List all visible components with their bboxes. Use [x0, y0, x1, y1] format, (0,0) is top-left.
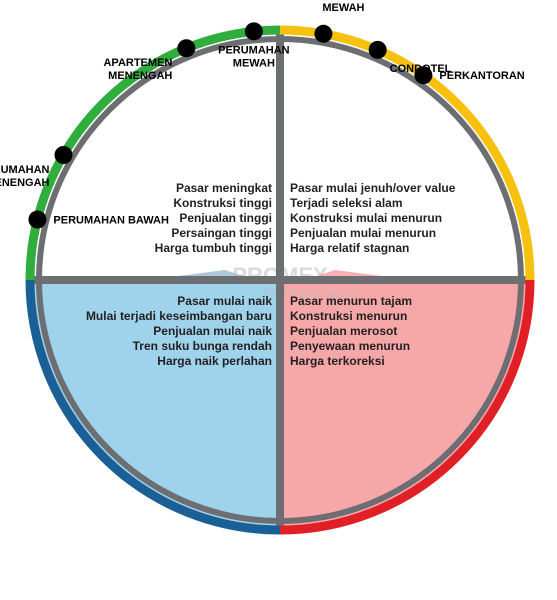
marker-label-apartemen-mewah: APARTEMENMEWAH: [309, 0, 378, 14]
quadrant-text-bl-line-4: Harga naik perlahan: [157, 354, 272, 368]
marker-label-perumahan-bawah: PERUMAHAN BAWAH: [53, 215, 169, 227]
marker-perkantoran: [414, 66, 432, 84]
quadrant-text-tl-line-3: Persaingan tinggi: [171, 226, 272, 240]
quadrant-text-tr-line-3: Penjualan mulai menurun: [290, 226, 436, 240]
marker-label-perumahan-mewah-line-1: MEWAH: [233, 57, 275, 69]
marker-label-perumahan-menengah-line-0: PERUMAHAN: [0, 164, 50, 176]
quadrant-text-bl-line-1: Mulai terjadi keseimbangan baru: [86, 309, 272, 323]
quadrant-text-br-line-1: Konstruksi menurun: [290, 309, 407, 323]
quadrant-text-tl-line-4: Harga tumbuh tinggi: [155, 241, 272, 255]
quadrant-text-tl-line-2: Penjualan tinggi: [179, 211, 272, 225]
quadrant-text-tr-line-0: Pasar mulai jenuh/over value: [290, 181, 456, 195]
quadrant-text-tl-line-0: Pasar meningkat: [176, 181, 272, 195]
marker-label-apartemen-mewah-line-1: MEWAH: [322, 2, 364, 14]
marker-label-apartemen-menengah: APARTEMENMENENGAH: [103, 57, 172, 82]
quadrant-text-tr-line-2: Konstruksi mulai menurun: [290, 211, 442, 225]
quadrant-text-bl-line-3: Tren suku bunga rendah: [133, 339, 272, 353]
marker-label-perumahan-menengah-line-1: MENENGAH: [0, 177, 50, 189]
marker-label-perumahan-mewah-line-0: PERUMAHAN: [218, 44, 290, 56]
marker-label-apartemen-mewah-line-0: APARTEMEN: [309, 0, 378, 1]
marker-apartemen-mewah: [314, 25, 332, 43]
marker-label-apartemen-menengah-line-0: APARTEMEN: [103, 57, 172, 69]
marker-perumahan-bawah: [28, 211, 46, 229]
quadrant-text-tl-line-1: Konstruksi tinggi: [173, 196, 272, 210]
quadrant-text-bl-line-0: Pasar mulai naik: [177, 294, 272, 308]
marker-label-perumahan-bawah-line-0: PERUMAHAN BAWAH: [53, 215, 169, 227]
marker-label-perumahan-menengah: PERUMAHANMENENGAH: [0, 164, 50, 189]
property-clock-diagram: PROMEXReal Estate AgentsPasar meningkatK…: [0, 0, 557, 600]
quadrant-text-br-line-2: Penjualan merosot: [290, 324, 397, 338]
marker-label-perkantoran-line-0: PERKANTORAN: [439, 70, 524, 82]
quadrant-text-br-line-3: Penyewaan menurun: [290, 339, 410, 353]
marker-perumahan-menengah: [54, 146, 72, 164]
marker-perumahan-mewah: [245, 22, 263, 40]
quadrant-text-bl-line-2: Penjualan mulai naik: [153, 324, 272, 338]
quadrant-text-tr-line-4: Harga relatif stagnan: [290, 241, 409, 255]
quadrant-text-br-line-0: Pasar menurun tajam: [290, 294, 412, 308]
marker-label-perkantoran: PERKANTORAN: [439, 70, 524, 82]
quadrant-text-br-line-4: Harga terkoreksi: [290, 354, 385, 368]
marker-apartemen-menengah: [177, 39, 195, 57]
marker-condotel: [369, 41, 387, 59]
quadrant-text-tr-line-1: Terjadi seleksi alam: [290, 196, 403, 210]
marker-label-apartemen-menengah-line-1: MENENGAH: [108, 70, 172, 82]
